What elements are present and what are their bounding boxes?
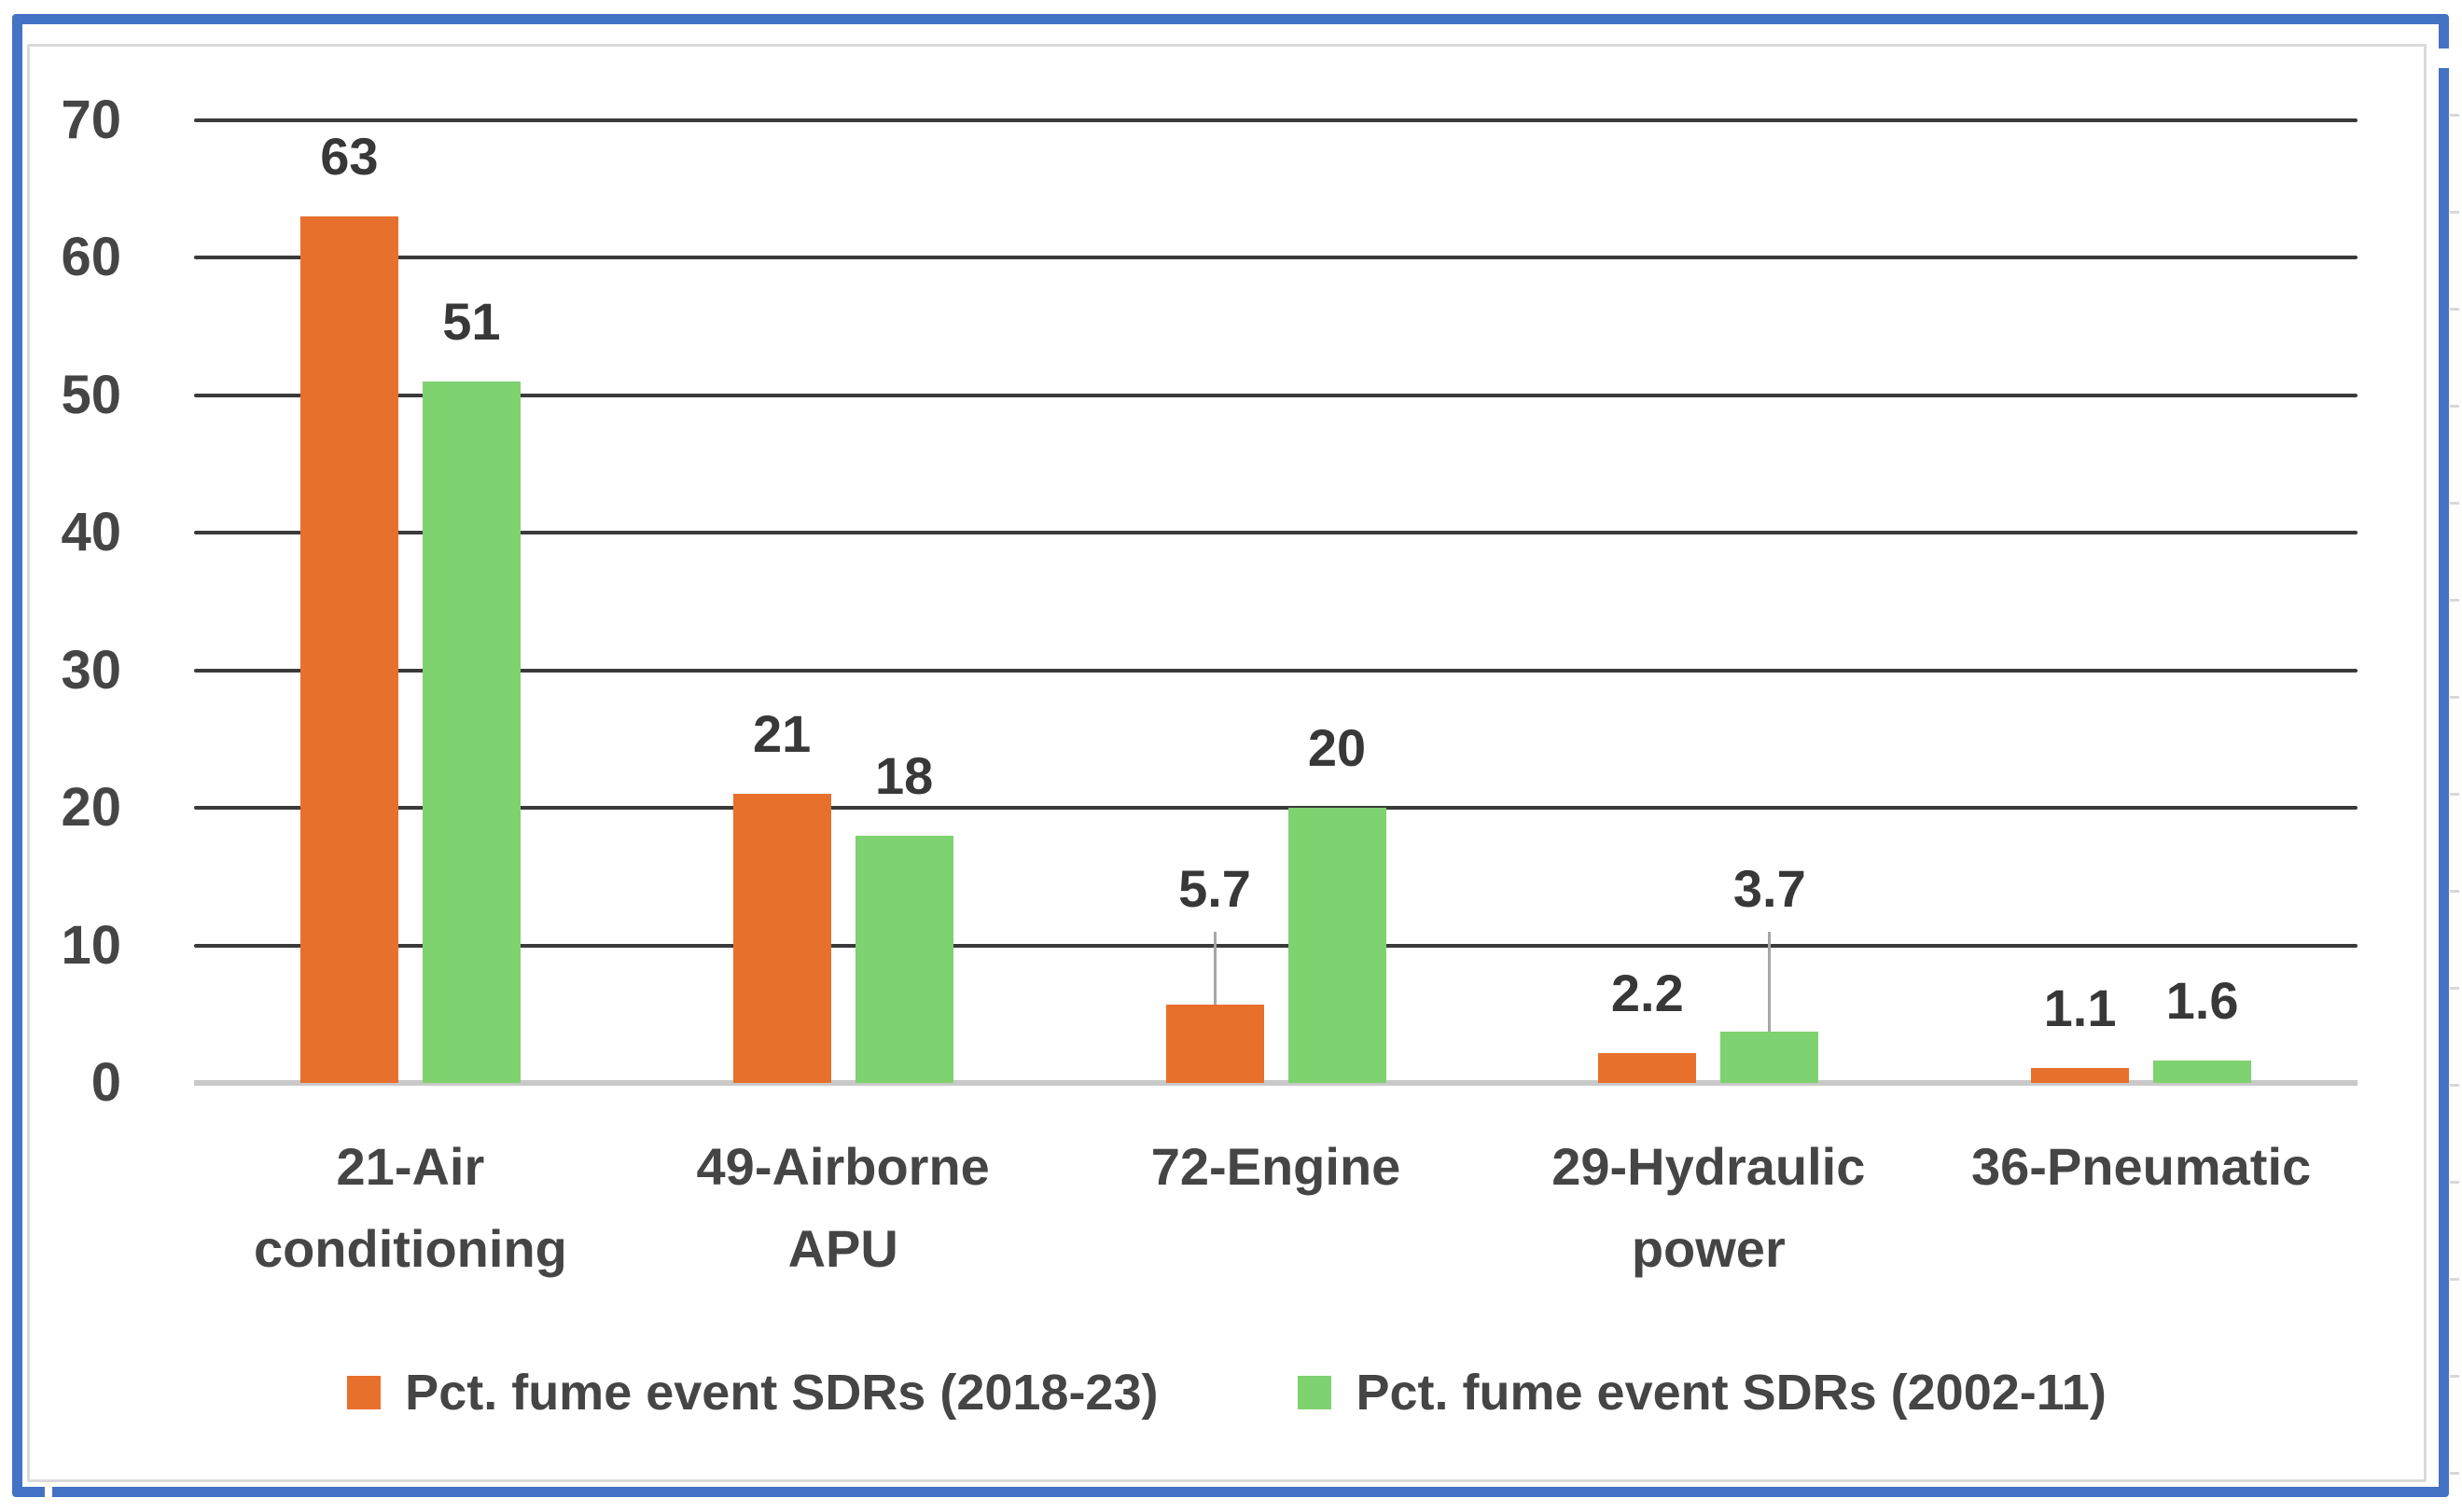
gridline-30: [194, 668, 2358, 673]
gridline-20: [194, 806, 2358, 811]
x-axis-line: [194, 1080, 2358, 1086]
data-label-3.7[interactable]: 3.7: [1732, 859, 1806, 918]
bar-green-4[interactable]: [1720, 1032, 1819, 1083]
chart-canvas[interactable]: 0 10 20 30 40 50 60 70 63 51 21-Air conditioning 21…: [27, 44, 2427, 1482]
bar-orange-4[interactable]: [1598, 1052, 1697, 1083]
gridline-10: [194, 943, 2358, 948]
gridline-60: [194, 256, 2358, 260]
y-axis-label-30[interactable]: 30: [61, 639, 121, 701]
bar-green-1[interactable]: [422, 381, 521, 1083]
gridline-40: [194, 531, 2358, 535]
plot-area: 0 10 20 30 40 50 60 70 63 51 21-Air conditioning 21…: [61, 90, 2358, 1278]
data-label-1.6[interactable]: 1.6: [2165, 971, 2239, 1031]
bar-green-2[interactable]: [855, 835, 953, 1083]
gridline-70: [194, 118, 2358, 122]
x-axis-label-5[interactable]: 36-Pneumatic: [1971, 1137, 2312, 1196]
data-label-18[interactable]: 18: [875, 745, 934, 805]
bar-green-5[interactable]: [2153, 1061, 2252, 1083]
legend-label: Pct. fume event SDRs (2018-23): [405, 1365, 1159, 1421]
y-axis-label-50[interactable]: 50: [61, 364, 121, 425]
y-axis-label-70[interactable]: 70: [61, 90, 121, 150]
legend-item-series-2002-11[interactable]: Pct. fume event SDRs (2002-11): [1298, 1364, 2107, 1422]
y-axis-label-60[interactable]: 60: [61, 227, 121, 288]
legend-swatch-green: [1298, 1376, 1332, 1409]
data-label-63[interactable]: 63: [320, 127, 379, 187]
bar-orange-1[interactable]: [299, 216, 398, 1083]
bar-orange-5[interactable]: [2031, 1067, 2130, 1083]
leader-line: [1213, 932, 1217, 1005]
leader-line: [1768, 932, 1772, 1033]
legend-label: Pct. fume event SDRs (2002-11): [1356, 1365, 2107, 1421]
x-axis-label-1[interactable]: 21-Air conditioning: [253, 1137, 567, 1278]
y-axis-label-20[interactable]: 20: [61, 777, 121, 839]
gridline-50: [194, 393, 2358, 397]
y-axis-label-0[interactable]: 0: [90, 1052, 121, 1113]
bar-green-3[interactable]: [1287, 808, 1386, 1083]
data-label-5.7[interactable]: 5.7: [1178, 859, 1251, 918]
bar-orange-3[interactable]: [1165, 1004, 1264, 1083]
x-axis-label-4[interactable]: 29-Hydraulic power: [1551, 1137, 1866, 1278]
bar-orange-2[interactable]: [732, 794, 831, 1083]
legend-item-series-2018-23[interactable]: Pct. fume event SDRs (2018-23): [347, 1364, 1158, 1422]
x-axis-label-3[interactable]: 72-Engine: [1150, 1137, 1401, 1196]
data-label-2.2[interactable]: 2.2: [1610, 963, 1684, 1022]
legend-swatch-orange: [347, 1376, 382, 1409]
data-label-20[interactable]: 20: [1307, 718, 1367, 778]
y-axis-label-40[interactable]: 40: [61, 502, 121, 563]
data-label-1.1[interactable]: 1.1: [2043, 978, 2117, 1037]
data-label-51[interactable]: 51: [442, 292, 501, 352]
x-axis-label-2[interactable]: 49-Airborne APU: [696, 1137, 990, 1278]
spreadsheet-right-sliver: [2450, 49, 2459, 1509]
chart-legend: Pct. fume event SDRs (2018-23) Pct. fume…: [30, 1364, 2424, 1422]
y-axis-label-10[interactable]: 10: [61, 914, 121, 976]
data-label-21[interactable]: 21: [753, 704, 812, 764]
